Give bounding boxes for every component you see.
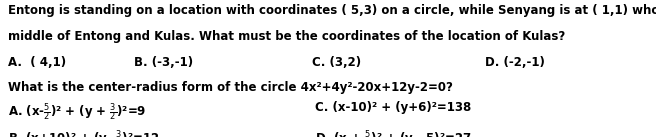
Text: D. (x + $\frac{5}{2}$)² + (y - 5)²=27: D. (x + $\frac{5}{2}$)² + (y - 5)²=27	[315, 129, 472, 137]
Text: B. (-3,-1): B. (-3,-1)	[134, 56, 194, 69]
Text: B. (x+10)² + (y- $\frac{3}{2}$)²=12: B. (x+10)² + (y- $\frac{3}{2}$)²=12	[8, 129, 159, 137]
Text: A.  ( 4,1): A. ( 4,1)	[8, 56, 66, 69]
Text: C. (3,2): C. (3,2)	[312, 56, 361, 69]
Text: C. (x-10)² + (y+6)²=138: C. (x-10)² + (y+6)²=138	[315, 101, 471, 114]
Text: What is the center-radius form of the circle 4x²+4y²-20x+12y-2=0?: What is the center-radius form of the ci…	[8, 81, 453, 94]
Text: middle of Entong and Kulas. What must be the coordinates of the location of Kula: middle of Entong and Kulas. What must be…	[8, 30, 565, 43]
Text: D. (-2,-1): D. (-2,-1)	[485, 56, 545, 69]
Text: Entong is standing on a location with coordinates ( 5,3) on a circle, while Seny: Entong is standing on a location with co…	[8, 4, 656, 17]
Text: A. (x-$\frac{5}{2}$)² + (y + $\frac{3}{2}$)²=9: A. (x-$\frac{5}{2}$)² + (y + $\frac{3}{2…	[8, 101, 146, 123]
